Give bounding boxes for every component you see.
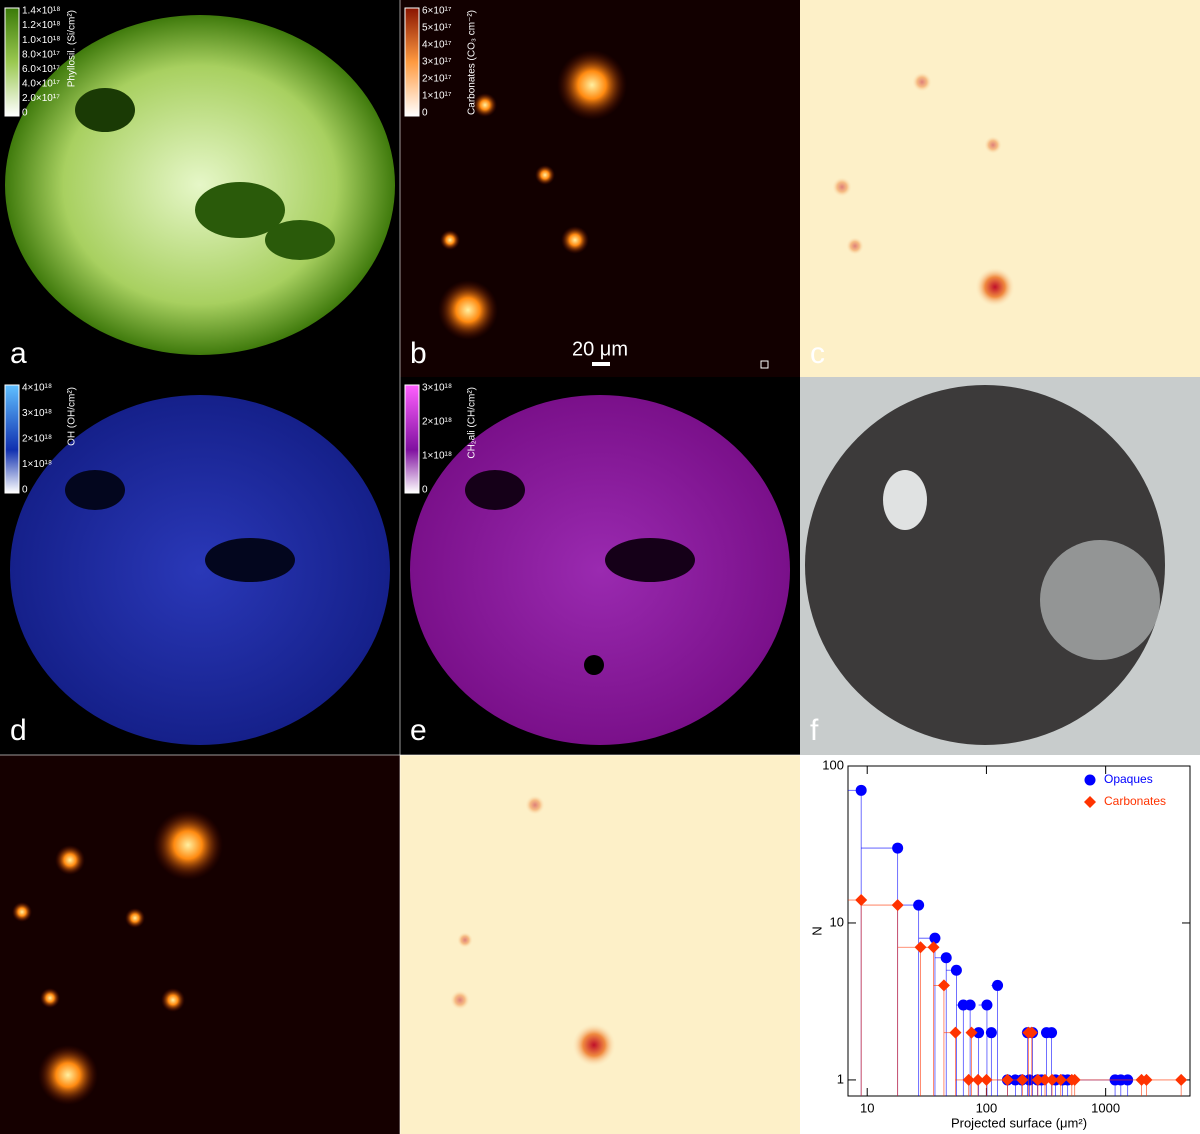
data-point: [891, 899, 904, 912]
colorbar-tick-label: 0: [422, 108, 428, 119]
colorbar-tick-label: 1.0×10¹⁸: [22, 35, 60, 46]
colorbar: [404, 384, 420, 494]
data-point: [950, 964, 962, 976]
colorbar: [4, 384, 20, 494]
colorbar-tick-label: 0: [22, 108, 28, 119]
x-tick-label: 100: [976, 1100, 998, 1115]
data-point: [965, 1026, 978, 1039]
y-tick-label: 10: [830, 914, 844, 929]
y-tick-label: 1: [837, 1071, 844, 1086]
colorbar: [404, 7, 420, 117]
x-tick-label: 1000: [1091, 1100, 1120, 1115]
panel-letter: d: [10, 714, 27, 747]
colorbar-tick-label: 5×10¹⁷: [422, 23, 452, 34]
data-point: [927, 941, 940, 954]
data-point: [973, 1027, 985, 1039]
data-point: [964, 999, 976, 1011]
legend-marker: [1084, 796, 1096, 808]
colorbar-tick-label: 3×10¹⁸: [422, 383, 452, 394]
data-point: [962, 1073, 975, 1086]
colorbar-label: Carbonates (CO₃ cm⁻²): [467, 10, 478, 115]
colorbar-tick-label: 0: [422, 485, 428, 496]
data-point: [1016, 1073, 1029, 1086]
colorbar-tick-label: 6×10¹⁷: [422, 6, 452, 17]
plot-frame: [847, 765, 1191, 1097]
colorbar-tick-label: 0: [22, 485, 28, 496]
data-point: [1140, 1073, 1153, 1086]
data-point: [1039, 1073, 1052, 1086]
legend-marker: [1084, 774, 1096, 786]
data-point: [1054, 1073, 1067, 1086]
data-point: [1031, 1073, 1044, 1086]
colorbar-tick-label: 4×10¹⁷: [422, 40, 452, 51]
data-point: [855, 784, 867, 796]
colorbar-tick-label: 2×10¹⁸: [22, 434, 52, 445]
colorbar-label: Phyllosil. (Si/cm²): [67, 10, 78, 87]
data-point: [1068, 1073, 1081, 1086]
data-point: [1175, 1073, 1188, 1086]
data-point: [981, 999, 993, 1011]
data-point: [1046, 1027, 1058, 1039]
data-point: [855, 894, 868, 907]
colorbar-tick-label: 8.0×10¹⁷: [22, 49, 60, 60]
colorbar-tick-label: 1.4×10¹⁸: [22, 6, 60, 17]
panel-letter: a: [10, 337, 27, 370]
data-point: [929, 932, 941, 944]
data-point: [1025, 1026, 1038, 1039]
data-point: [1001, 1073, 1014, 1086]
data-point: [980, 1073, 993, 1086]
colorbar-tick-label: 4×10¹⁸: [22, 383, 52, 394]
colorbar-tick-label: 3×10¹⁷: [422, 57, 452, 68]
data-point: [914, 941, 927, 954]
colorbar-tick-label: 1×10¹⁷: [422, 91, 452, 102]
data-point: [985, 1027, 997, 1039]
colorbar-tick-label: 4.0×10¹⁷: [22, 78, 60, 89]
y-axis-label: N: [809, 926, 824, 935]
data-point: [892, 842, 904, 854]
x-tick-label: 10: [860, 1100, 874, 1115]
colorbar-tick-label: 2×10¹⁸: [422, 417, 452, 428]
scale-bar-label: 20 μm: [572, 338, 628, 360]
colorbar-tick-label: 1.2×10¹⁸: [22, 20, 60, 31]
colorbar-label: CH₂ali (CH/cm²): [467, 387, 478, 459]
colorbar-tick-label: 6.0×10¹⁷: [22, 64, 60, 75]
data-point: [937, 979, 950, 992]
y-tick-label: 100: [822, 757, 844, 772]
overlay: a 1.4×10¹⁸ 1.2×10¹⁸ 1.0×10¹⁸ 8.0×10¹⁷ 6.0×10¹…: [4, 6, 1191, 1130]
colorbar-label: OH (OH/cm²): [67, 387, 78, 446]
panel-letter: f: [810, 714, 819, 747]
x-axis-label: Projected surface (μm²): [951, 1115, 1087, 1130]
data-point: [972, 1073, 985, 1086]
data-point: [913, 899, 925, 911]
panel-letter: b: [410, 337, 427, 370]
colorbar-tick-label: 1×10¹⁸: [22, 459, 52, 470]
panel-letter: c: [810, 337, 825, 370]
legend-label: Opaques: [1104, 772, 1153, 786]
colorbar-tick-label: 2×10¹⁷: [422, 74, 452, 85]
colorbar-tick-label: 2.0×10¹⁷: [22, 93, 60, 104]
colorbar-tick-label: 1×10¹⁸: [422, 451, 452, 462]
data-point: [992, 979, 1004, 991]
data-point: [940, 952, 952, 964]
colorbar-tick-label: 3×10¹⁸: [22, 408, 52, 419]
data-point: [949, 1026, 962, 1039]
panel-letter: e: [410, 714, 427, 747]
legend-label: Carbonates: [1104, 794, 1166, 808]
data-point: [1046, 1073, 1059, 1086]
colorbar: [4, 7, 20, 117]
